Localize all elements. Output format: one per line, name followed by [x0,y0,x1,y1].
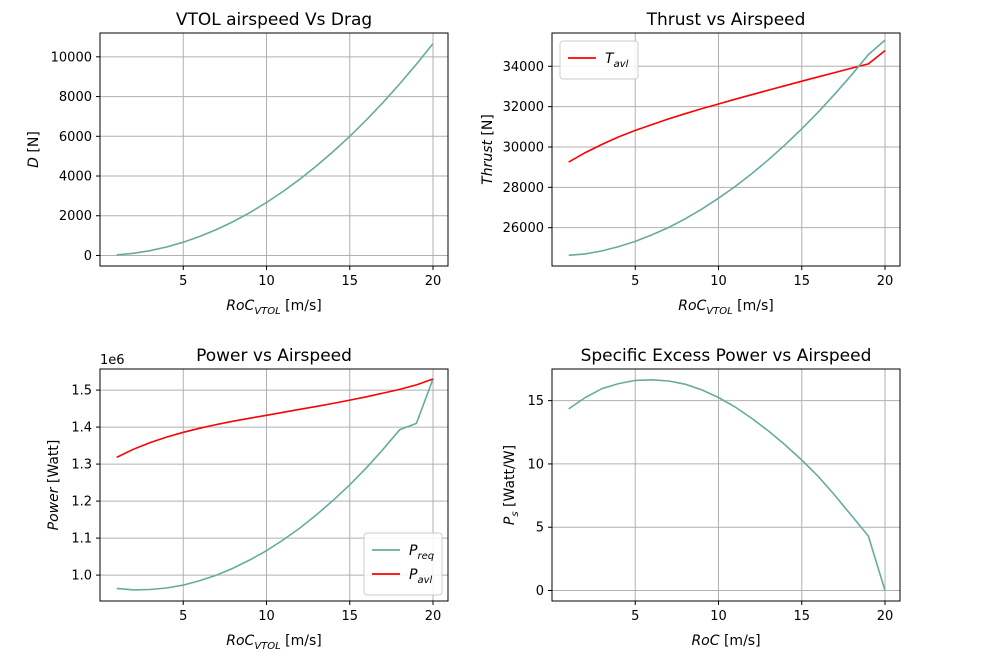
legend-label: Pavl [409,567,432,586]
plot-frame [551,32,901,267]
chart-panel-3: 5 10 15 20 1.0 1.1 1.2 1.3 1.4 1.5 1e6 Power vs Air… [46,346,449,652]
y-tick-label: 4000 [59,170,92,185]
series-line-1 [568,49,886,163]
y-tick-label: 5 [536,521,544,536]
legend-label: Tavl [605,51,629,70]
x-tick-label: 15 [793,274,810,289]
y-axis-label: Power [Watt] [46,440,62,531]
y-tick-label: 10000 [51,50,92,65]
series-line-1 [116,378,434,591]
y-tick-label: 1.0 [71,569,92,584]
x-tick-label: 10 [710,609,727,624]
x-tick-label: 20 [425,274,442,289]
chart-title: Thrust vs Airspeed [646,10,806,30]
legend-label: Preq [409,543,434,562]
plot-frame [551,368,901,602]
x-tick-label: 10 [258,609,275,624]
y-tick-label: 15 [527,394,544,409]
x-tick-label: 20 [877,609,894,624]
series-line-2 [568,39,886,257]
x-tick-label: 10 [710,274,727,289]
x-tick-label: 20 [425,609,442,624]
chart-title: Specific Excess Power vs Airspeed [581,346,872,366]
y-axis-label: Ps [Watt/W] [502,445,521,525]
y-tick-label: 1.2 [71,495,92,510]
y-tick-label: 0 [536,584,544,599]
x-tick-label: 10 [258,274,275,289]
legend: Preq Pavl [363,532,443,596]
legend-box [363,532,443,596]
y-tick-label: 2000 [59,209,92,224]
chart-panel-1: 5 10 15 20 0 2000 4000 6000 8000 10000 VTOL airspe… [26,10,449,317]
legend-box [559,40,639,80]
y-tick-label: 10 [527,457,544,472]
series-line-1 [568,378,886,591]
axis-offset-label: 1e6 [100,353,125,368]
y-tick-label: 1.1 [71,532,92,547]
x-tick-label: 15 [341,609,358,624]
chart-title: Power vs Airspeed [196,346,352,366]
chart-title: VTOL airspeed Vs Drag [176,10,372,30]
y-tick-label: 1.4 [71,421,92,436]
plot-frame [99,32,449,267]
chart-panel-4: 5 10 15 20 0 5 10 15 Specific Excess Power vs Ai… [502,346,901,649]
y-axis-label: Thrust [N] [480,114,496,185]
x-axis-label: RoC [m/s] [691,633,760,649]
legend: Tavl [559,40,639,80]
plot-frame [99,368,449,602]
x-axis-label: RoCVTOL [m/s] [678,298,774,317]
y-tick-label: 34000 [503,60,544,75]
y-tick-label: 6000 [59,130,92,145]
x-tick-label: 5 [631,274,639,289]
y-axis-label: D [N] [26,131,42,168]
y-tick-label: 28000 [503,181,544,196]
y-tick-label: 26000 [503,221,544,236]
y-tick-label: 0 [84,249,92,264]
x-tick-label: 5 [179,609,187,624]
x-axis-label: RoCVTOL [m/s] [226,633,322,652]
series-line-1 [116,43,434,256]
x-tick-label: 15 [793,609,810,624]
y-tick-label: 30000 [503,140,544,155]
y-tick-label: 8000 [59,90,92,105]
x-tick-label: 5 [179,274,187,289]
y-tick-label: 32000 [503,100,544,115]
series-line-2 [116,378,434,459]
y-tick-label: 1.3 [71,458,92,473]
x-tick-label: 15 [341,274,358,289]
x-axis-label: RoCVTOL [m/s] [226,298,322,317]
x-tick-label: 5 [631,609,639,624]
chart-panel-2: 5 10 15 20 26000 28000 30000 32000 34000 Thrust v… [480,10,901,317]
y-tick-label: 1.5 [71,384,92,399]
x-tick-label: 20 [877,274,894,289]
